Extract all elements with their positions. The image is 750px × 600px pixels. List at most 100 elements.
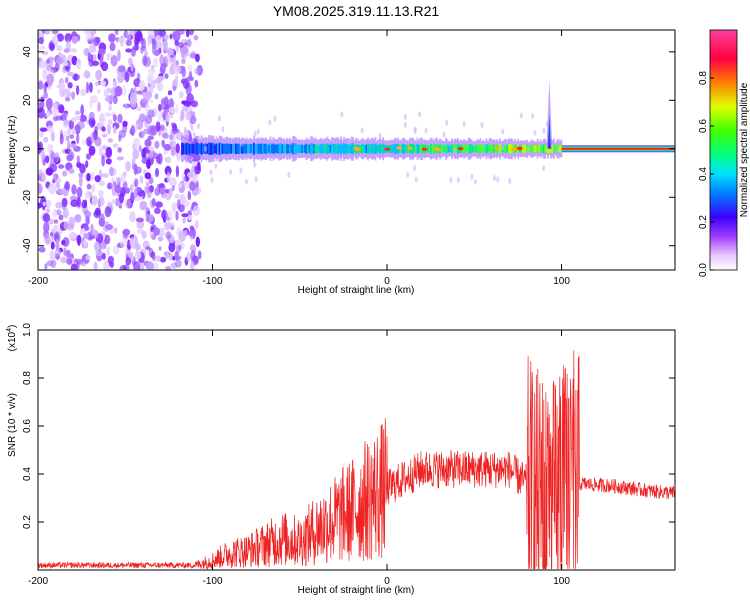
signal-core (182, 143, 185, 155)
signal-core (277, 144, 279, 154)
noise-blob (171, 53, 176, 65)
signal-core (391, 144, 393, 153)
signal-speckle (508, 178, 512, 184)
noise-blob (78, 175, 83, 187)
noise-blob (82, 255, 86, 261)
signal-core (224, 143, 227, 154)
noise-blob (166, 171, 171, 183)
signal-hotspot (516, 146, 523, 150)
noise-blob (189, 115, 197, 125)
signal-core (206, 143, 209, 154)
signal-core (371, 143, 374, 154)
snr-y-ticks: 1.0 0.8 0.6 0.4 0.2 (22, 323, 675, 529)
signal-hotspot (396, 146, 403, 150)
noise-blob (137, 190, 146, 197)
noise-blob (80, 88, 87, 97)
signal-core (310, 143, 312, 155)
signal-core (487, 145, 489, 153)
noise-blob (49, 252, 57, 260)
noise-blob (145, 246, 151, 251)
signal-spike (546, 78, 553, 149)
signal-speckle (542, 127, 546, 134)
signal-core (367, 143, 369, 154)
noise-blob (136, 220, 145, 229)
noise-blob (149, 151, 154, 159)
colorbar-tick-label: 0.8 (698, 71, 709, 85)
noise-blob (174, 250, 180, 261)
noise-blob (125, 198, 132, 209)
noise-blob (45, 97, 53, 110)
signal-core (220, 143, 222, 155)
noise-blob (168, 242, 176, 253)
noise-blob (81, 199, 87, 209)
noise-blob (62, 170, 68, 177)
signal-core (380, 144, 383, 153)
signal-speckle (239, 167, 243, 174)
noise-blob (130, 184, 134, 192)
signal-core (382, 143, 384, 154)
signal-speckle (287, 172, 291, 178)
noise-blob (80, 228, 86, 235)
noise-blob (165, 156, 172, 164)
noise-blob (80, 261, 87, 267)
noise-blob (172, 124, 178, 135)
noise-blob (161, 139, 165, 148)
noise-blob (139, 175, 144, 184)
noise-blob (39, 100, 45, 109)
signal-speckle (442, 131, 446, 138)
snr-panel: -200 -100 0 100 1.0 0.8 0.6 0.4 0.2 Height of s… (6, 323, 676, 596)
spectrogram-y-tick-label: 20 (22, 94, 33, 106)
signal-hotspot (433, 146, 440, 150)
signal-core (253, 142, 255, 155)
noise-blob (78, 172, 84, 178)
signal-core (200, 142, 203, 155)
noise-blob (91, 184, 96, 192)
noise-blob (194, 53, 200, 63)
noise-blob (104, 112, 112, 117)
noise-blob (130, 124, 135, 137)
signal-core (364, 145, 366, 153)
noise-blob (192, 255, 198, 264)
noise-blob (59, 133, 64, 145)
noise-blob (108, 105, 113, 111)
signal-speckle (531, 113, 535, 120)
signal-core (413, 144, 416, 153)
noise-blob (64, 76, 69, 84)
noise-blob (162, 132, 169, 139)
signal-core (292, 143, 294, 155)
noise-blob (91, 60, 100, 67)
signal-core (211, 143, 213, 155)
signal-core (503, 144, 506, 154)
noise-blob (50, 131, 56, 142)
noise-blob (121, 84, 127, 97)
noise-blob (189, 244, 196, 252)
signal-core (271, 144, 273, 153)
noise-blob (80, 104, 85, 116)
colorbar-tick-label: 0.4 (698, 167, 709, 181)
signal-core (352, 143, 354, 155)
noise-blob (172, 30, 181, 42)
noise-blob (147, 38, 151, 47)
colorbar-tick-label: 0.0 (698, 263, 709, 277)
noise-blob (42, 201, 46, 207)
noise-blob (52, 35, 59, 47)
signal-speckle (542, 165, 546, 172)
noise-blob (71, 128, 77, 135)
signal-speckle (253, 130, 257, 137)
signal-core (427, 145, 429, 153)
noise-blob (117, 113, 123, 124)
snr-y-scale-base: (x10 (7, 331, 18, 351)
spectrogram-y-ticks: 40 20 0 -20 -40 (22, 46, 675, 253)
noise-blob (76, 234, 82, 245)
noise-blob (169, 134, 174, 141)
signal-core (401, 144, 404, 154)
signal-core (481, 145, 483, 153)
noise-blob (112, 80, 117, 88)
noise-blob (46, 59, 51, 64)
signal-speckle (253, 161, 257, 168)
snr-line (38, 350, 675, 570)
noise-blob (193, 68, 200, 75)
noise-blob (194, 186, 202, 195)
signal-core (442, 145, 444, 153)
noise-blob (144, 172, 152, 180)
